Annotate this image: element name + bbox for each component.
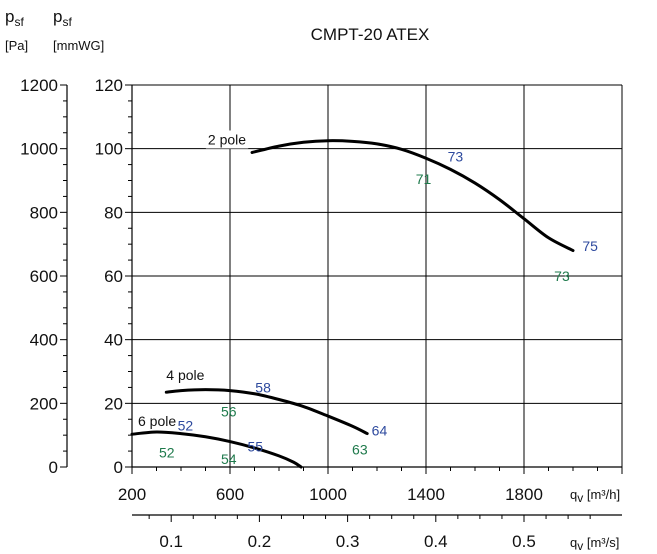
x-axis-2-tick-label: 0.5: [512, 532, 536, 551]
series-label-bg: [205, 130, 249, 149]
annotation-label: 54: [221, 451, 237, 467]
annotation-label: 71: [416, 171, 432, 187]
series-line-4-pole: [164, 388, 369, 436]
axes: 0 200 400 600 800 1000 1200 0 20 40 60 80 100 120 200 6…: [20, 76, 623, 551]
x-axis-1-tick-label: 1800: [505, 485, 543, 504]
annotation-label: 75: [582, 238, 598, 254]
x-axis-1-tick-label: 1400: [407, 485, 445, 504]
grid: [131, 84, 623, 467]
series-label-6-pole: 6 pole: [138, 413, 176, 429]
left-axis-1-tick-label: 800: [30, 203, 58, 222]
x-axis-2-tick-label: 0.4: [424, 532, 448, 551]
left-axis-1-tick-label: 200: [30, 394, 58, 413]
series-label-bg: [164, 366, 207, 385]
x-axis-1-tick-label: 600: [216, 485, 244, 504]
x-axis-2-tick-label: 0.1: [159, 532, 183, 551]
x-axis-1-unit: qv [m³/h]: [570, 487, 620, 505]
left-axis-2-tick-label: 80: [104, 203, 123, 222]
left-axis-1-tick-label: 1000: [20, 140, 58, 159]
left-axis-1-tick-label: 400: [30, 331, 58, 350]
x-axis-2-tick-label: 0.2: [248, 532, 272, 551]
annotation-label: 52: [159, 445, 175, 461]
annotation-label: 55: [247, 438, 263, 454]
left-axis-1-header: psf [Pa]: [5, 7, 28, 53]
annotation-label: 63: [352, 441, 368, 457]
svg-text:psf: psf: [5, 7, 24, 29]
series-line-6-pole: [130, 430, 303, 469]
series-label-2-pole: 2 pole: [208, 131, 246, 147]
left-axis-2-tick-label: 60: [104, 267, 123, 286]
x-axis-1-tick-label: 1000: [309, 485, 347, 504]
left-axis-2-tick-label: 120: [95, 76, 123, 95]
x-axis-2-unit: qv [m³/s]: [570, 535, 619, 553]
left-axis-1-tick-label: 600: [30, 267, 58, 286]
series-line-2-pole: [250, 139, 575, 253]
x-axis-1-tick-label: 200: [118, 485, 146, 504]
chart-title: CMPT-20 ATEX: [311, 25, 430, 44]
left-axis-1-tick-label: 0: [49, 458, 58, 477]
series-label-4-pole: 4 pole: [166, 367, 204, 383]
left-axis-1-unit: [Pa]: [5, 38, 28, 53]
annotation-label: 73: [448, 149, 464, 165]
x-axis-2-tick-label: 0.3: [336, 532, 360, 551]
series: 2 pole 4 pole 6 pole: [130, 130, 575, 469]
annotation-label: 52: [178, 418, 194, 434]
annotation-label: 58: [255, 379, 271, 395]
left-axis-2-header: psf [mmWG]: [53, 7, 104, 53]
annotation-label: 64: [372, 422, 388, 438]
left-axis-1-tick-label: 1200: [20, 76, 58, 95]
series-label-bg: [136, 412, 179, 431]
annotation-label: 56: [221, 403, 237, 419]
left-axis-2-tick-label: 0: [114, 458, 123, 477]
left-axis-2-tick-label: 100: [95, 140, 123, 159]
left-axis-2-tick-label: 40: [104, 331, 123, 350]
left-axis-2-tick-label: 20: [104, 394, 123, 413]
left-axis-2-unit: [mmWG]: [53, 38, 104, 53]
annotation-label: 73: [554, 268, 570, 284]
svg-text:psf: psf: [53, 7, 72, 29]
